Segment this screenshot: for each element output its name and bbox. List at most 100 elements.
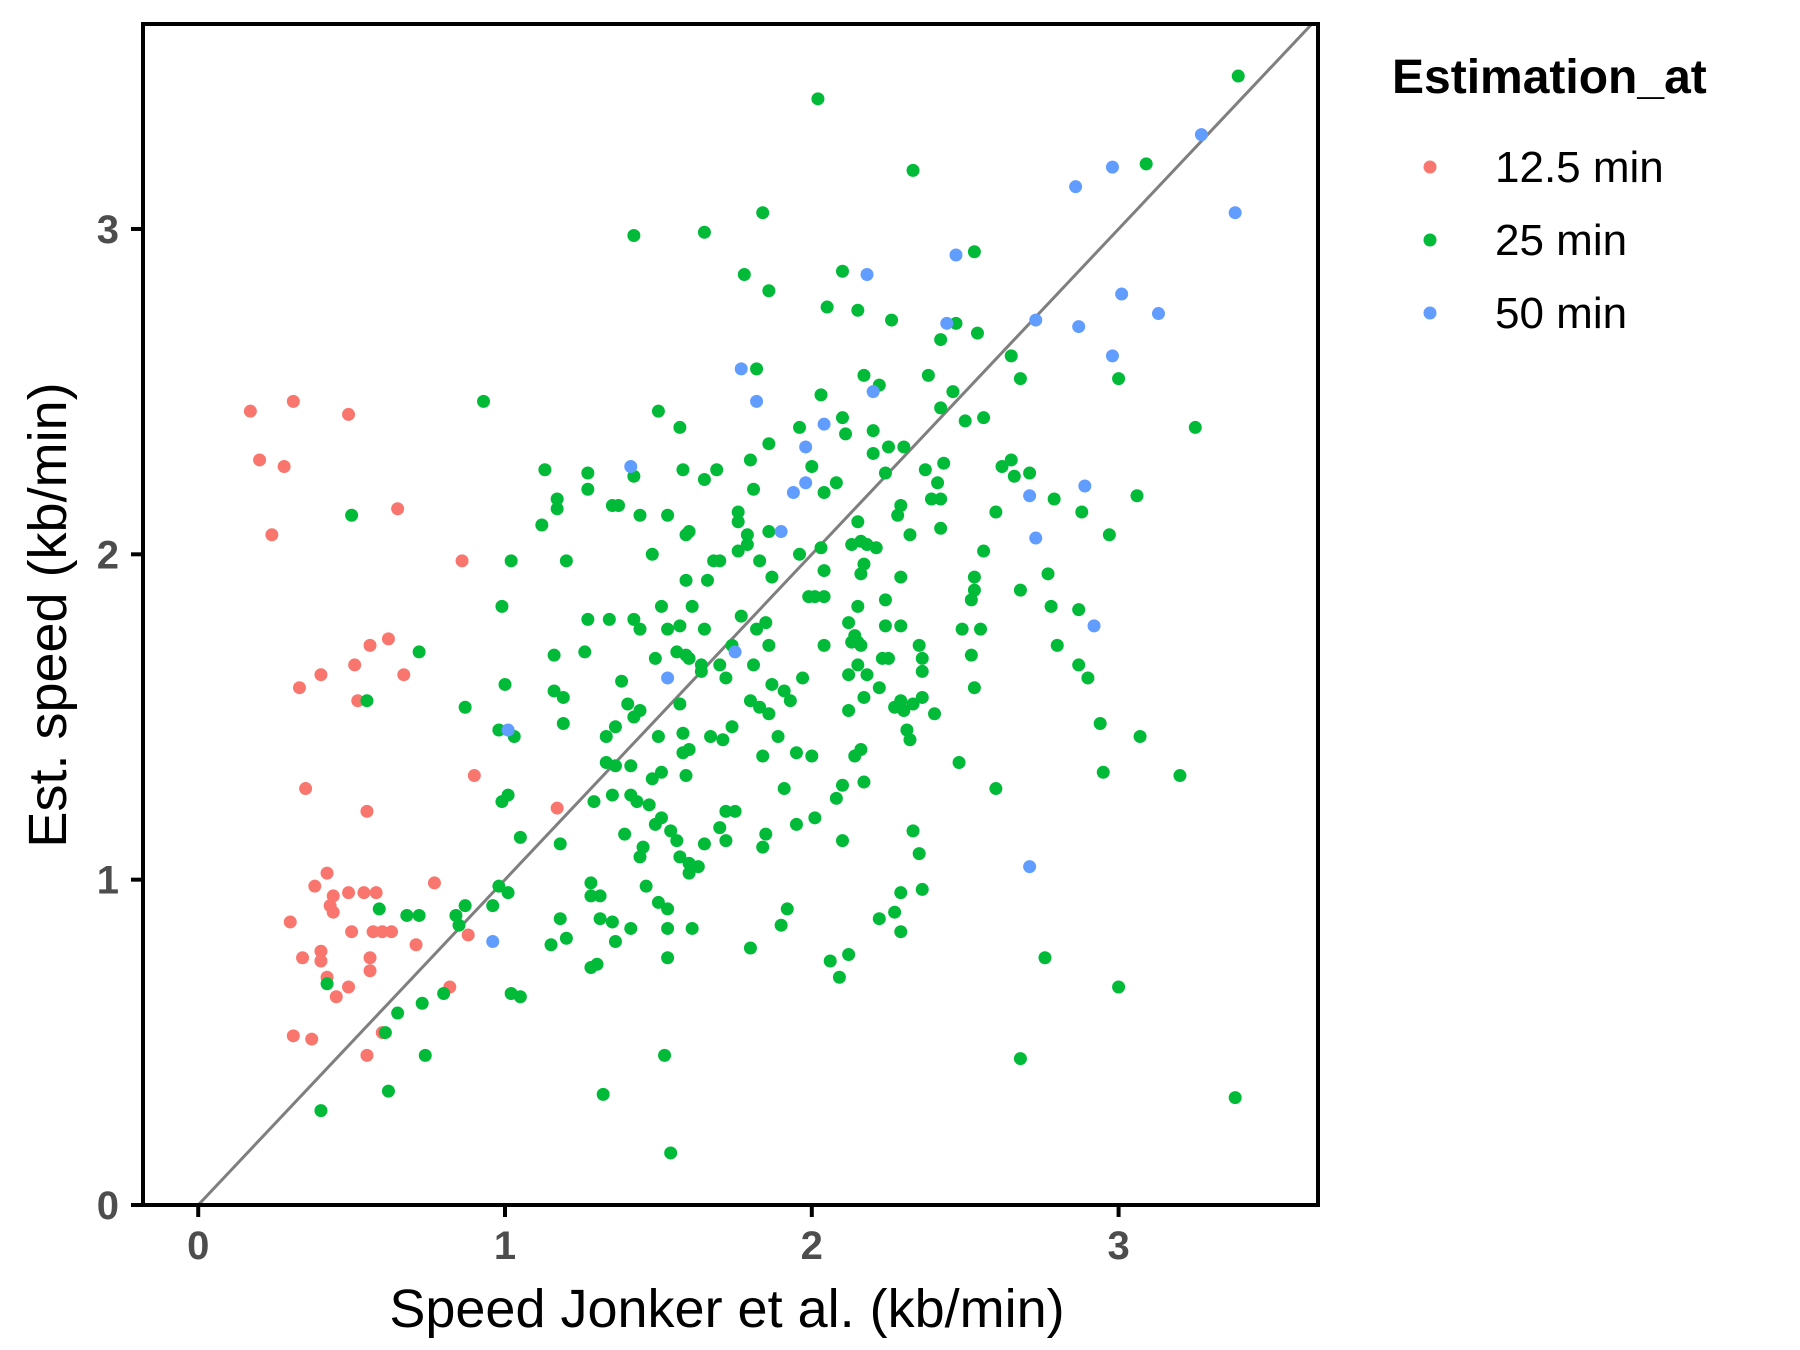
- data-point: [1013, 372, 1027, 386]
- data-point: [756, 840, 770, 854]
- data-point: [673, 420, 687, 434]
- data-point: [559, 554, 573, 568]
- data-point: [918, 463, 932, 477]
- data-point: [608, 934, 622, 948]
- data-point: [345, 925, 359, 939]
- data-point: [685, 599, 699, 613]
- data-point: [851, 635, 865, 649]
- data-point: [283, 915, 297, 929]
- data-point: [320, 866, 334, 880]
- data-point: [495, 795, 509, 809]
- data-point: [967, 245, 981, 259]
- data-point: [747, 482, 761, 496]
- data-point: [820, 300, 834, 314]
- data-point: [817, 564, 831, 578]
- data-point: [624, 459, 638, 473]
- data-point: [624, 759, 638, 773]
- series-25-min: [314, 69, 1245, 1160]
- data-point: [866, 385, 880, 399]
- data-point: [728, 804, 742, 818]
- data-point: [949, 248, 963, 262]
- data-point: [633, 508, 647, 522]
- data-point: [829, 791, 843, 805]
- data-point: [605, 788, 619, 802]
- data-point: [486, 899, 500, 913]
- data-point: [793, 420, 807, 434]
- data-point: [817, 590, 831, 604]
- data-point: [924, 492, 938, 506]
- data-point: [651, 730, 665, 744]
- data-point: [817, 638, 831, 652]
- data-point: [645, 772, 659, 786]
- data-point: [397, 668, 411, 682]
- data-point: [581, 482, 595, 496]
- data-point: [492, 879, 506, 893]
- data-point: [633, 850, 647, 864]
- legend-items: 12.5 min 25 min 50 min: [1423, 143, 1664, 338]
- data-point: [547, 648, 561, 662]
- data-point: [372, 902, 386, 916]
- x-tick-label: 2: [801, 1224, 823, 1268]
- data-point: [477, 394, 491, 408]
- data-point: [897, 440, 911, 454]
- data-point: [691, 860, 705, 874]
- data-point: [912, 847, 926, 861]
- data-point: [704, 730, 718, 744]
- data-point: [940, 316, 954, 330]
- data-point: [418, 1048, 432, 1062]
- data-point: [593, 912, 607, 926]
- data-point: [627, 469, 641, 483]
- data-point: [357, 886, 371, 900]
- data-point: [661, 902, 675, 916]
- data-point: [903, 733, 917, 747]
- data-point: [320, 977, 334, 991]
- x-tick-label: 0: [187, 1224, 209, 1268]
- data-point: [955, 622, 969, 636]
- data-point: [743, 453, 757, 467]
- data-point: [682, 743, 696, 757]
- data-point: [1151, 307, 1165, 321]
- data-point: [737, 268, 751, 282]
- plot-border: [141, 22, 1320, 1207]
- data-point: [679, 573, 693, 587]
- data-point: [664, 1146, 678, 1160]
- data-point: [636, 840, 650, 854]
- data-point: [756, 206, 770, 220]
- data-point: [805, 749, 819, 763]
- data-point: [624, 921, 638, 935]
- data-point: [700, 573, 714, 587]
- data-point: [670, 834, 684, 848]
- data-point: [697, 837, 711, 851]
- data-point: [1112, 980, 1126, 994]
- y-tick-label: 3: [97, 208, 119, 252]
- data-point: [1093, 716, 1107, 730]
- data-point: [375, 925, 389, 939]
- data-point: [492, 723, 506, 737]
- data-point: [777, 684, 791, 698]
- data-point: [817, 417, 831, 431]
- data-point: [885, 313, 899, 327]
- x-tick-label: 1: [494, 1224, 516, 1268]
- data-point: [952, 756, 966, 770]
- data-point: [1023, 466, 1037, 480]
- data-point: [495, 599, 509, 613]
- data-point: [363, 951, 377, 965]
- data-point: [348, 658, 362, 672]
- data-point: [486, 934, 500, 948]
- data-point: [851, 515, 865, 529]
- data-point: [326, 905, 340, 919]
- data-point: [633, 622, 647, 636]
- data-point: [1029, 313, 1043, 327]
- data-point: [740, 528, 754, 542]
- data-point: [682, 866, 696, 880]
- data-point: [658, 1048, 672, 1062]
- data-point: [253, 453, 267, 467]
- data-point: [937, 456, 951, 470]
- data-point: [762, 638, 776, 652]
- data-point: [697, 472, 711, 486]
- data-point: [452, 918, 466, 932]
- data-point: [970, 326, 984, 340]
- data-point: [851, 658, 865, 672]
- data-point: [967, 583, 981, 597]
- data-point: [786, 485, 800, 499]
